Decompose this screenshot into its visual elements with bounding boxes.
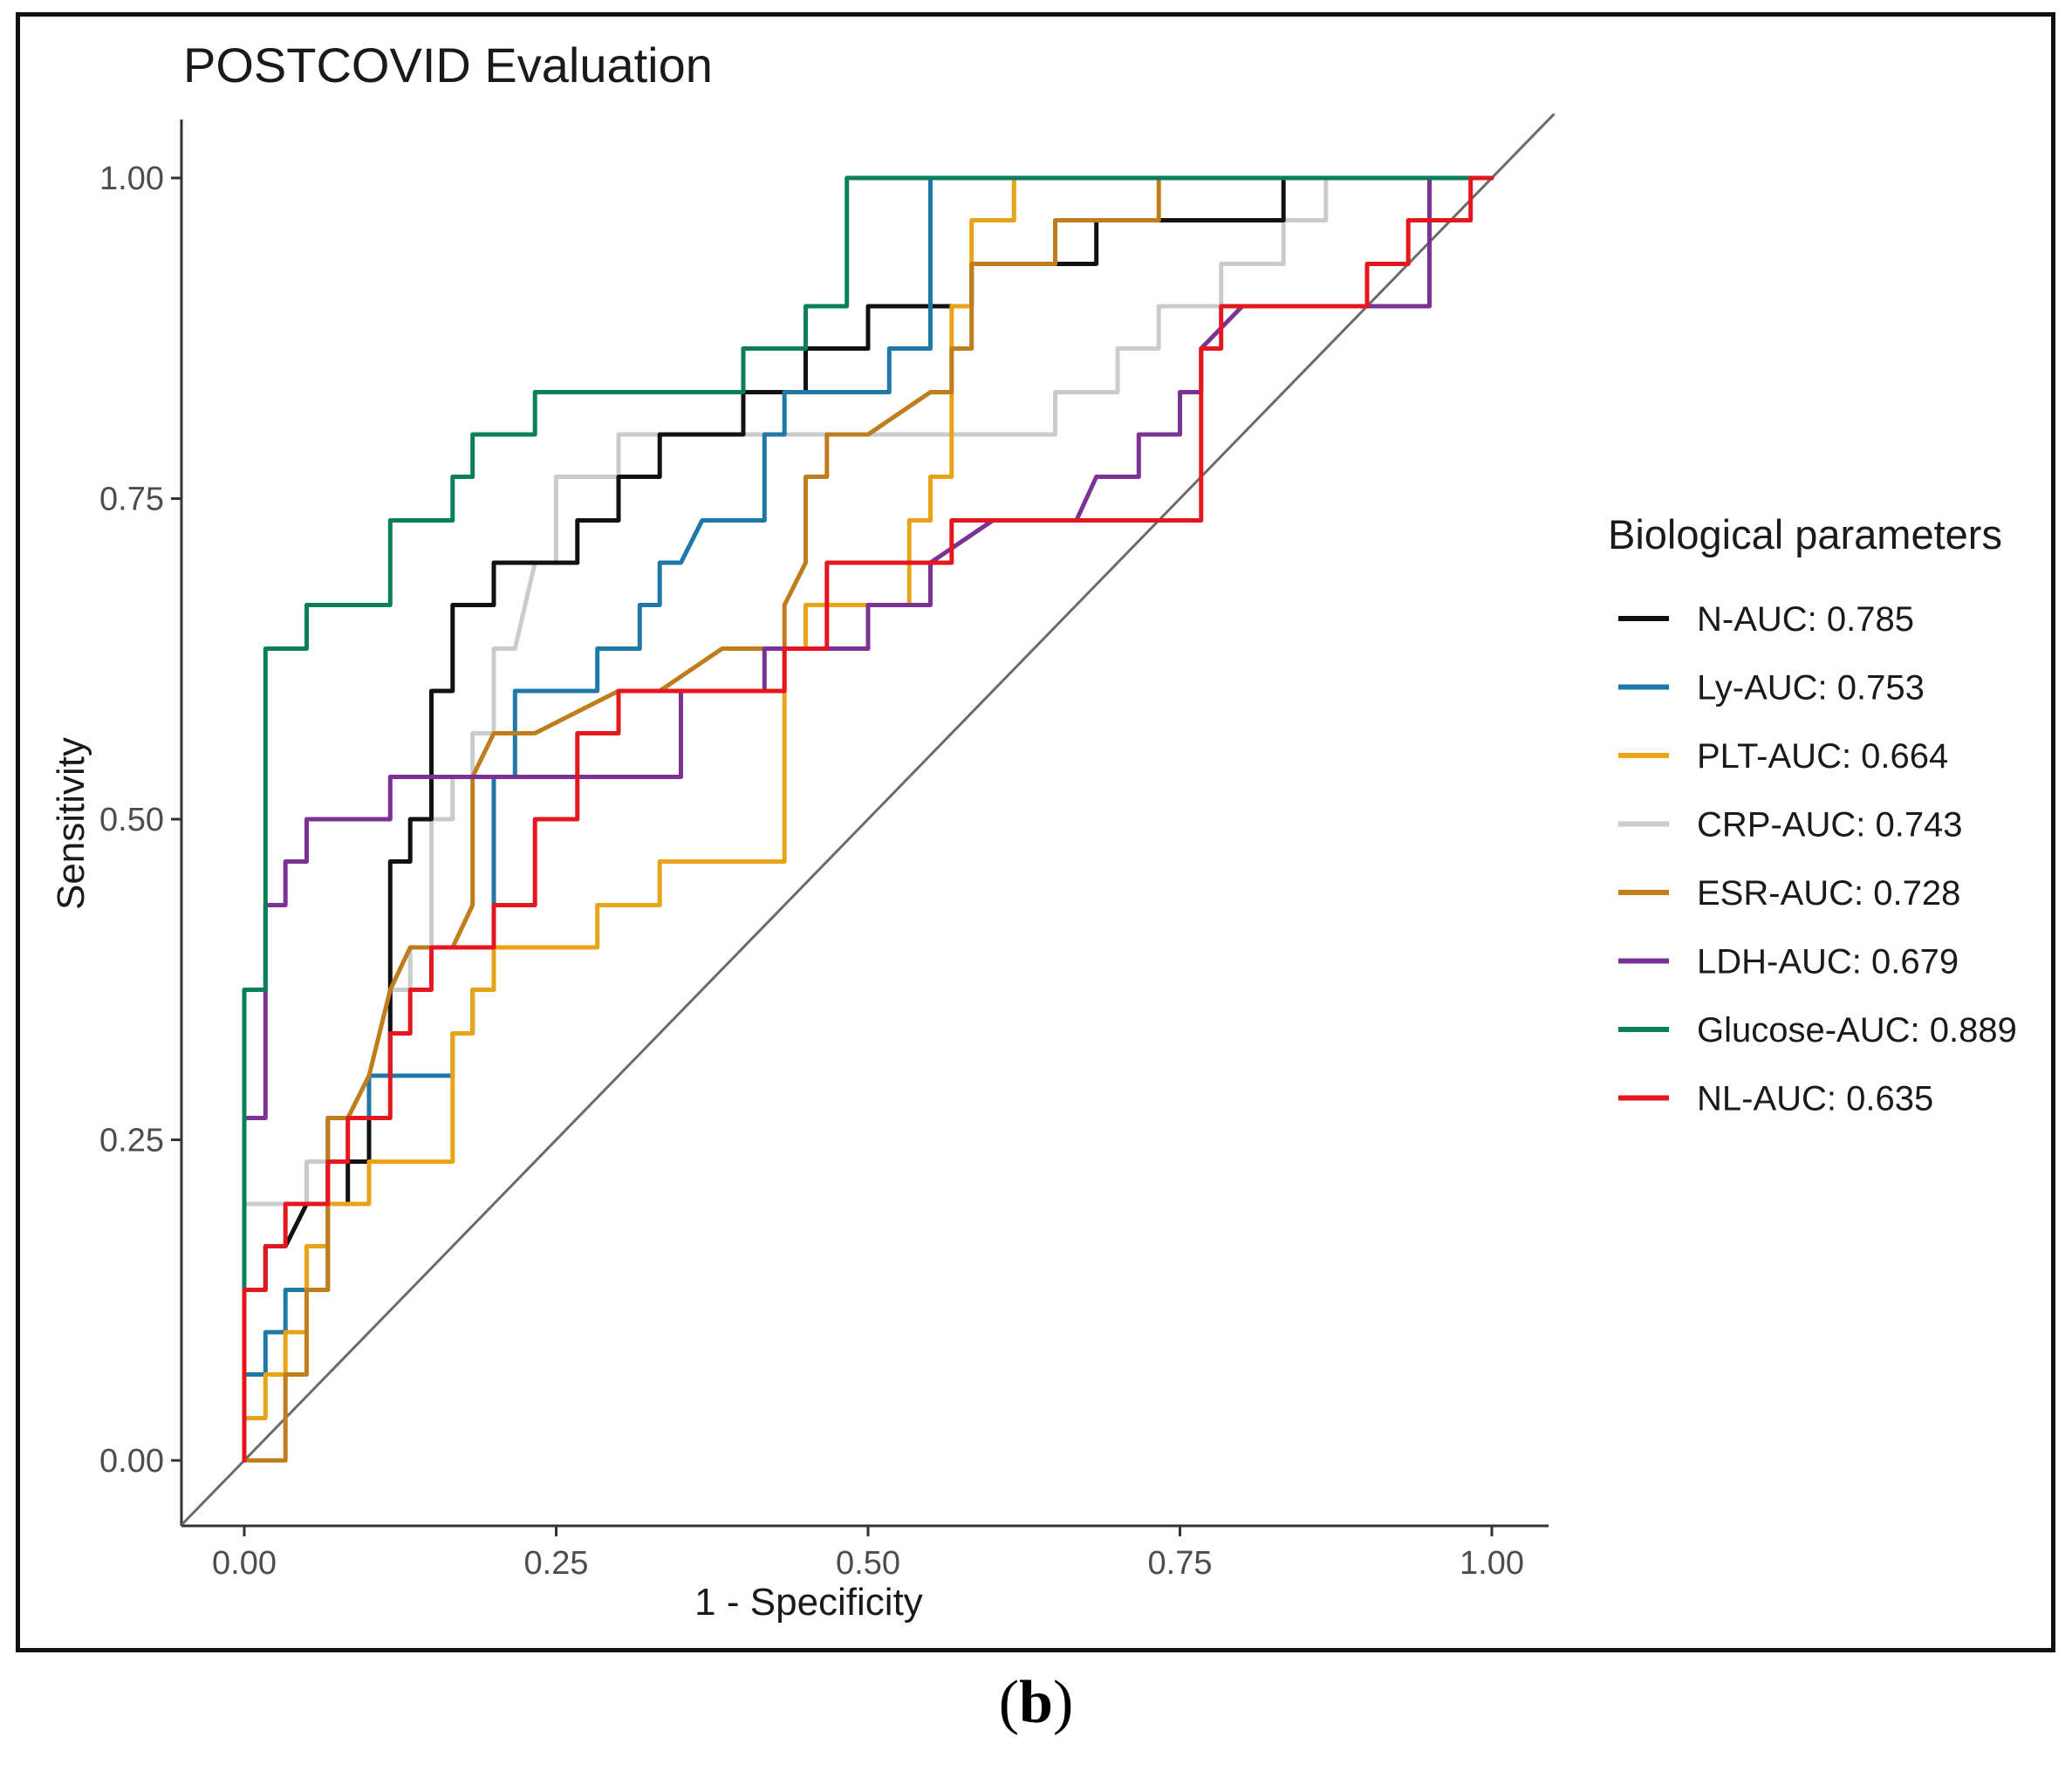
figure-frame: POSTCOVID Evaluation 0.00 0.25 0.50 0.75 1.0… (16, 12, 2055, 1652)
x-tick-label: 0.75 (1148, 1545, 1213, 1582)
y-tick-label: 0.00 (99, 1443, 164, 1480)
y-axis-title: Sensitivity (50, 737, 92, 910)
reference-diagonal-line (181, 113, 1556, 1526)
axes: 0.00 0.25 0.50 0.75 1.00 0.00 0.25 0.50 0.75 1.00 (99, 120, 1549, 1582)
caption-close-paren: ) (1052, 1669, 1074, 1736)
legend-label-esr-auc: ESR-AUC: 0.728 (1697, 874, 1960, 913)
legend-label-ly-auc: Ly-AUC: 0.753 (1697, 669, 1925, 708)
legend-label-plt-auc: PLT-AUC: 0.664 (1697, 737, 1948, 776)
x-tick-label: 1.00 (1460, 1545, 1524, 1582)
x-tick-label: 0.25 (524, 1545, 589, 1582)
caption-label: b (1019, 1669, 1053, 1736)
plot-area (181, 113, 1556, 1526)
legend-label-ldh-auc: LDH-AUC: 0.679 (1697, 943, 1959, 981)
x-tick-label: 0.50 (836, 1545, 900, 1582)
y-tick-label: 0.25 (99, 1123, 164, 1159)
y-tick-label: 0.75 (99, 482, 164, 518)
chart-title: POSTCOVID Evaluation (183, 38, 713, 92)
y-tick-label: 0.50 (99, 802, 164, 838)
y-tick-label: 1.00 (99, 161, 164, 197)
legend-title: Biological parameters (1608, 511, 2002, 557)
figure-caption: (b) (0, 1668, 2072, 1738)
x-axis-title: 1 - Specificity (694, 1581, 923, 1624)
series-line-nl-auc (242, 175, 1494, 1463)
legend-label-n-auc: N-AUC: 0.785 (1697, 600, 1914, 639)
legend: N-AUC: 0.785 Ly-AUC: 0.753 PLT-AUC: 0.664 C… (1618, 600, 2017, 1118)
caption-open-paren: ( (998, 1669, 1020, 1736)
roc-chart: POSTCOVID Evaluation 0.00 0.25 0.50 0.75 1.0… (50, 38, 2017, 1624)
series-line-esr-auc (242, 175, 1494, 1463)
series-line-glucose-auc (242, 175, 1494, 1463)
legend-label-glucose-auc: Glucose-AUC: 0.889 (1697, 1011, 2017, 1050)
series-line-ldh-auc (242, 175, 1494, 1463)
legend-label-crp-auc: CRP-AUC: 0.743 (1697, 806, 1963, 844)
legend-label-nl-auc: NL-AUC: 0.635 (1697, 1080, 1933, 1118)
x-tick-label: 0.00 (212, 1545, 277, 1582)
